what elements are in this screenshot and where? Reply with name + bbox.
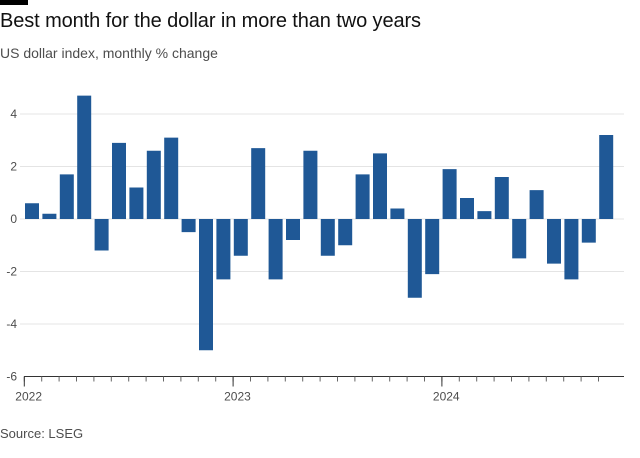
bar-apr-2023 (286, 219, 300, 240)
bar-apr-2024 (494, 177, 509, 219)
source-note: Source: LSEG (0, 426, 84, 441)
y-tick-label: -2 (6, 265, 17, 279)
bar-mar-2023 (268, 219, 283, 280)
bar-may-2022 (94, 219, 109, 251)
bar-feb-2024 (460, 198, 474, 219)
chart-subtitle: US dollar index, monthly % change (0, 45, 218, 61)
y-tick-label: -6 (6, 370, 17, 384)
bar-jul-2024 (547, 219, 561, 264)
x-year-label: 2024 (433, 390, 460, 404)
bar-feb-2023 (251, 148, 266, 220)
bar-aug-2023 (355, 174, 370, 220)
bar-jan-2022 (25, 203, 39, 219)
bar-jul-2022 (129, 187, 144, 219)
bar-mar-2024 (477, 211, 492, 220)
bar-jun-2023 (320, 219, 335, 256)
bar-aug-2024 (564, 219, 579, 280)
bar-feb-2022 (42, 213, 57, 219)
bar-jun-2024 (529, 190, 544, 220)
y-tick-label: -4 (6, 317, 17, 331)
y-tick-label: 2 (10, 160, 17, 174)
bar-oct-2023 (390, 208, 405, 219)
bar-jul-2023 (338, 219, 353, 246)
brand-bar (0, 0, 28, 5)
bar-mar-2022 (59, 174, 74, 220)
bar-aug-2022 (146, 150, 161, 219)
x-year-label: 2022 (15, 390, 42, 404)
y-tick-label: 0 (10, 212, 17, 226)
bar-jun-2022 (112, 142, 126, 220)
bar-may-2024 (512, 219, 527, 259)
y-tick-label: 4 (10, 107, 17, 121)
bar-dec-2023 (425, 219, 440, 275)
bar-jan-2023 (233, 219, 248, 256)
bar-nov-2023 (407, 219, 422, 298)
chart-title: Best month for the dollar in more than t… (0, 10, 421, 32)
bar-oct-2022 (181, 219, 196, 233)
bar-sep-2023 (373, 153, 387, 220)
bar-sep-2024 (581, 219, 596, 243)
bar-nov-2022 (199, 219, 213, 351)
bar-apr-2022 (77, 95, 92, 220)
bar-oct-2024 (599, 135, 614, 219)
bar-jan-2024 (442, 169, 457, 220)
bar-may-2023 (303, 150, 318, 219)
bar-dec-2022 (216, 219, 231, 280)
x-year-label: 2023 (224, 390, 251, 404)
bar-sep-2022 (164, 137, 179, 220)
